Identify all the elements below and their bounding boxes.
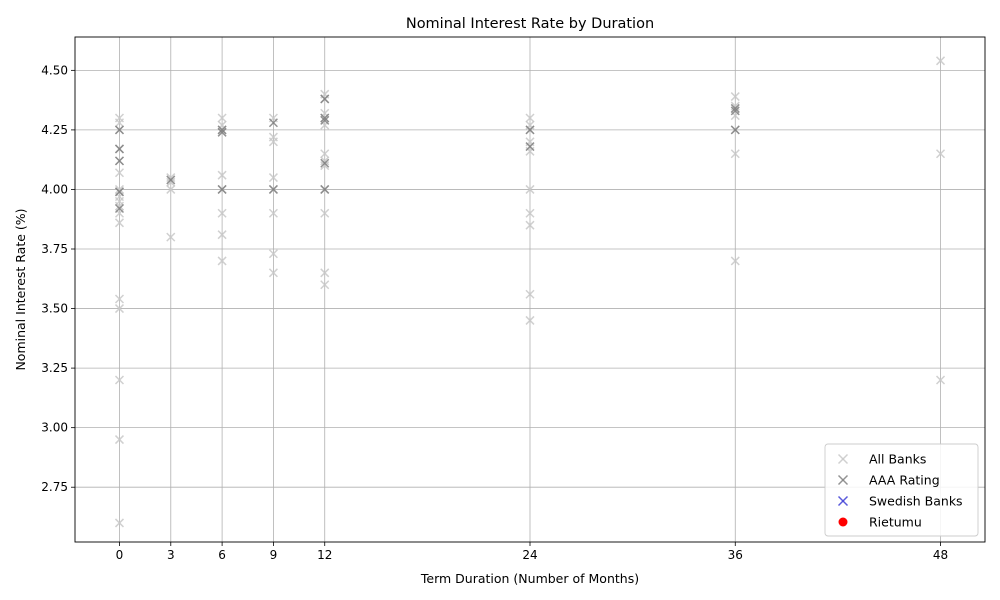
data-point-all-banks — [217, 170, 227, 180]
data-point-aaa-rating — [268, 184, 278, 194]
data-point-aaa-rating — [114, 187, 125, 197]
data-point-all-banks — [114, 518, 125, 528]
data-point-all-banks — [320, 268, 330, 278]
data-point-all-banks — [114, 218, 125, 228]
y-tick-label: 4.50 — [41, 63, 68, 77]
data-point-all-banks — [320, 161, 330, 171]
data-point-aaa-rating — [320, 184, 330, 194]
x-tick-label: 36 — [728, 548, 743, 562]
data-point-all-banks — [525, 208, 535, 218]
y-tick-label: 3.75 — [41, 242, 68, 256]
data-point-aaa-rating — [217, 125, 227, 135]
x-axis-ticks: 0 3 6 9 12 24 36 48 — [116, 542, 948, 562]
data-points — [114, 56, 946, 528]
data-point-all-banks — [114, 201, 125, 211]
data-point-aaa-rating — [320, 94, 330, 104]
chart-title: Nominal Interest Rate by Duration — [406, 16, 654, 32]
data-point-all-banks — [268, 173, 278, 183]
data-point-all-banks — [217, 208, 227, 218]
data-point-aaa-rating — [217, 127, 227, 137]
x-tick-label: 9 — [270, 548, 278, 562]
data-point-all-banks — [525, 184, 535, 194]
data-point-aaa-rating — [525, 125, 535, 135]
data-point-all-banks — [166, 184, 176, 194]
data-point-all-banks — [114, 184, 125, 194]
data-point-all-banks — [268, 137, 278, 147]
y-axis-ticks: 2.75 3.00 3.25 3.50 3.75 4.00 4.25 4.50 — [41, 63, 75, 494]
y-tick-label: 4.00 — [41, 182, 68, 196]
legend-box — [824, 443, 979, 537]
legend-marker — [837, 474, 849, 486]
data-point-all-banks — [217, 113, 227, 123]
data-point-all-banks — [730, 92, 740, 102]
x-tick-label: 24 — [522, 548, 537, 562]
x-tick-label: 48 — [933, 548, 948, 562]
data-point-aaa-rating — [114, 203, 125, 214]
data-point-all-banks — [166, 177, 176, 187]
data-point-all-banks — [320, 149, 330, 159]
data-point-all-banks — [525, 289, 535, 299]
data-point-all-banks — [114, 118, 125, 128]
y-axis-label: Nominal Interest Rate (%) — [13, 208, 28, 370]
data-point-aaa-rating — [114, 156, 125, 166]
data-point-all-banks — [525, 220, 535, 230]
data-point-aaa-rating — [166, 175, 176, 185]
y-tick-label: 3.00 — [41, 421, 68, 435]
data-point-all-banks — [525, 315, 535, 325]
y-tick-label: 4.25 — [41, 123, 68, 137]
legend-label: AAA Rating — [869, 473, 940, 488]
data-point-all-banks — [320, 280, 330, 290]
data-point-aaa-rating — [114, 144, 125, 154]
legend: All Banks AAA Rating Swedish Banks Rietumu — [824, 443, 979, 537]
legend-marker — [838, 517, 848, 527]
x-tick-label: 12 — [317, 548, 332, 562]
legend-label: Rietumu — [869, 515, 922, 530]
data-point-aaa-rating — [730, 125, 740, 135]
data-point-all-banks — [935, 56, 946, 66]
y-tick-label: 3.25 — [41, 361, 68, 375]
data-point-aaa-rating — [114, 125, 125, 135]
y-tick-label: 2.75 — [41, 480, 68, 494]
data-point-all-banks — [114, 375, 125, 385]
data-point-all-banks — [730, 149, 740, 159]
x-tick-label: 0 — [116, 548, 124, 562]
legend-marker — [837, 495, 849, 507]
data-point-all-banks — [114, 304, 125, 314]
data-point-all-banks — [525, 113, 535, 123]
x-tick-label: 6 — [218, 548, 226, 562]
data-point-all-banks — [730, 256, 740, 266]
data-point-aaa-rating — [268, 118, 278, 128]
data-point-all-banks — [320, 208, 330, 218]
data-point-all-banks — [217, 230, 227, 240]
data-point-all-banks — [935, 149, 946, 159]
data-point-all-banks — [217, 256, 227, 266]
x-axis-label: Term Duration (Number of Months) — [420, 571, 639, 586]
data-point-all-banks — [114, 294, 125, 304]
data-point-all-banks — [935, 375, 946, 385]
y-tick-label: 3.50 — [41, 302, 68, 316]
data-point-all-banks — [114, 168, 125, 178]
data-point-aaa-rating — [320, 158, 330, 168]
legend-label: All Banks — [869, 452, 926, 467]
data-point-all-banks — [166, 232, 176, 242]
x-tick-label: 3 — [167, 548, 175, 562]
data-point-all-banks — [268, 249, 278, 259]
data-point-all-banks — [268, 268, 278, 278]
legend-label: Swedish Banks — [869, 494, 963, 509]
data-point-all-banks — [268, 208, 278, 218]
data-point-aaa-rating — [320, 115, 330, 125]
data-point-aaa-rating — [320, 113, 330, 123]
data-point-aaa-rating — [730, 106, 740, 116]
data-point-aaa-rating — [217, 184, 227, 194]
data-point-all-banks — [114, 435, 125, 445]
legend-marker — [837, 453, 849, 465]
data-point-aaa-rating — [525, 142, 535, 152]
data-point-aaa-rating — [730, 103, 740, 113]
